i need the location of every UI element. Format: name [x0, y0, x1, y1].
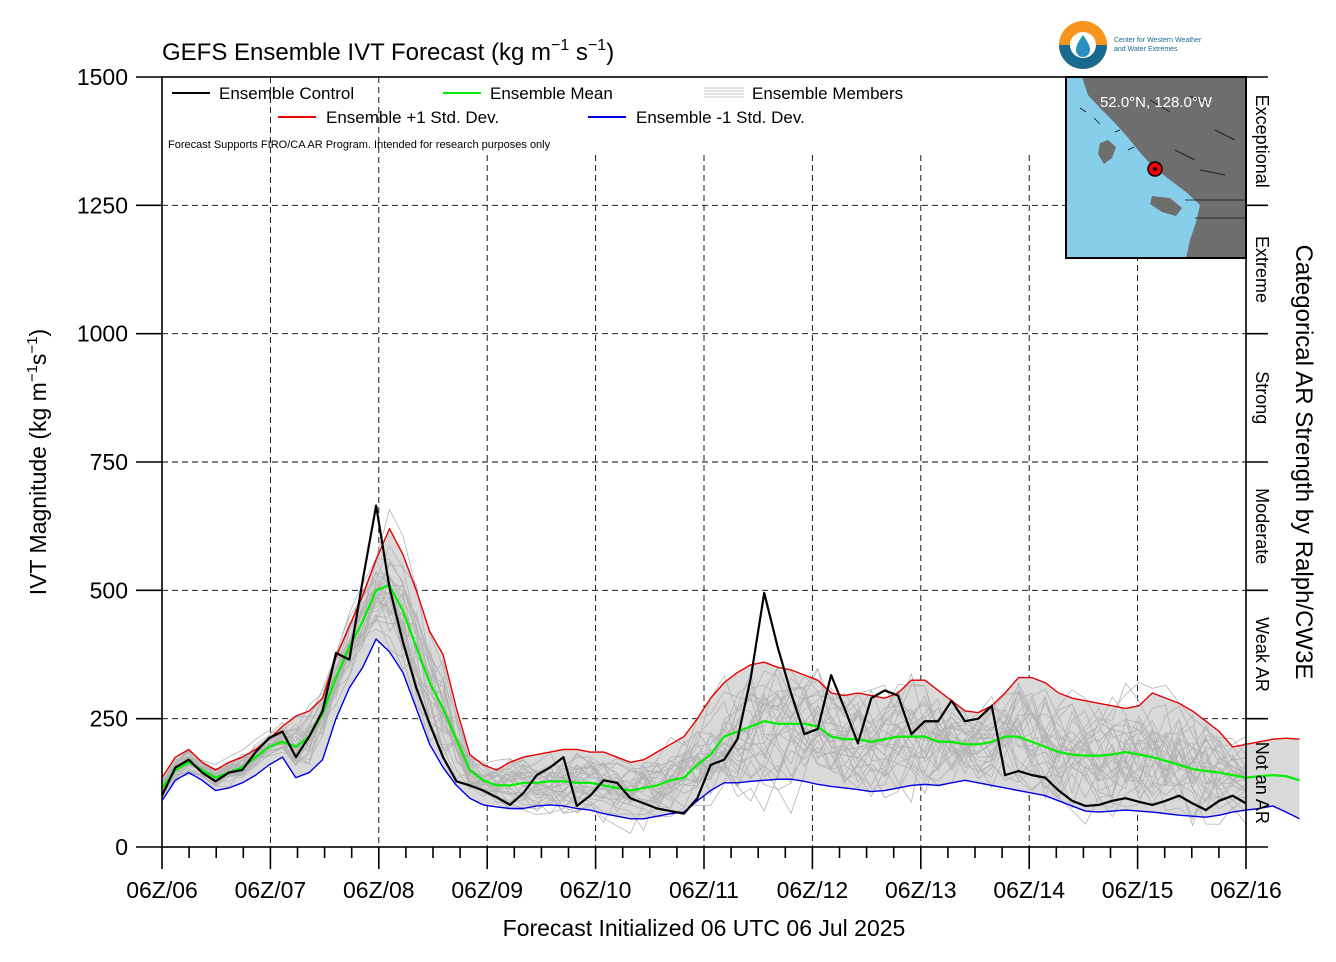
location-inset-map: 52.0°N, 128.0°W [1065, 76, 1247, 259]
legend-members-swatch [704, 87, 744, 98]
legend-mean-label: Ensemble Mean [490, 84, 613, 103]
ensemble-member-line [161, 561, 1247, 806]
svg-text:Center for Western Weather: Center for Western Weather [1114, 37, 1202, 44]
x-tick-label: 06Z/06 [126, 877, 198, 903]
cw3e-logo: Center for Western Weather and Water Ext… [1059, 21, 1202, 69]
y-tick-label: 0 [115, 834, 128, 860]
series-lines [161, 504, 1300, 820]
category-label: Strong [1252, 371, 1272, 424]
x-tick-label: 06Z/16 [1210, 877, 1282, 903]
ensemble-member-line [161, 580, 1247, 820]
legend-members-label: Ensemble Members [752, 84, 903, 103]
right-axis-label: Categorical AR Strength by Ralph/CW3E [1290, 245, 1317, 680]
x-tick-label: 06Z/15 [1102, 877, 1174, 903]
y-tick-label: 1500 [77, 64, 128, 90]
x-tick-label: 06Z/12 [777, 877, 849, 903]
ensemble-member-line [161, 544, 1247, 818]
x-tick-label: 06Z/07 [235, 877, 307, 903]
legend-plus-label: Ensemble +1 Std. Dev. [326, 108, 499, 127]
ensemble-member-line [161, 564, 1247, 801]
ensemble-member-line [161, 570, 1247, 797]
x-tick-label: 06Z/14 [993, 877, 1065, 903]
y-tick-label: 500 [90, 577, 128, 603]
ensemble-member-line [161, 576, 1247, 818]
category-label: Exceptional [1252, 95, 1272, 188]
series-line-plus [161, 528, 1300, 779]
x-tick-label: 06Z/10 [560, 877, 632, 903]
series-line-minus [161, 638, 1300, 820]
svg-text:and Water Extremes: and Water Extremes [1114, 46, 1178, 53]
category-label: Weak AR [1252, 617, 1272, 692]
y-tick-label: 750 [90, 449, 128, 475]
y-axis-label: IVT Magnitude (kg m−1s−1) [24, 329, 51, 595]
category-label: Not an AR [1252, 742, 1272, 824]
disclaimer-text: Forecast Supports FIRO/CA AR Program. In… [168, 139, 551, 151]
category-label: Moderate [1252, 488, 1272, 564]
y-tick-label: 250 [90, 706, 128, 732]
x-axis-label: Forecast Initialized 06 UTC 06 Jul 2025 [503, 915, 906, 941]
x-tick-label: 06Z/13 [885, 877, 957, 903]
legend-minus-label: Ensemble -1 Std. Dev. [636, 108, 805, 127]
legend: Ensemble Control Ensemble Mean Ensemble … [168, 84, 903, 151]
axes: 0 250 500 750 1000 1250 1500 06Z/06 06Z/07 06Z/08… [77, 64, 1282, 903]
ensemble-member-line [161, 600, 1247, 804]
legend-control-label: Ensemble Control [219, 84, 354, 103]
x-tick-label: 06Z/09 [451, 877, 523, 903]
x-tick-label: 06Z/11 [669, 877, 739, 903]
ensemble-member-line [161, 584, 1247, 813]
chart-title: GEFS Ensemble IVT Forecast (kg m−1 s−1) [162, 37, 614, 66]
y-tick-label: 1000 [77, 321, 128, 347]
x-tick-label: 06Z/08 [343, 877, 415, 903]
y-tick-label: 1250 [77, 192, 128, 218]
inset-location-label: 52.0°N, 128.0°W [1100, 94, 1213, 111]
series-line-control [161, 504, 1247, 815]
category-label: Extreme [1252, 236, 1272, 303]
